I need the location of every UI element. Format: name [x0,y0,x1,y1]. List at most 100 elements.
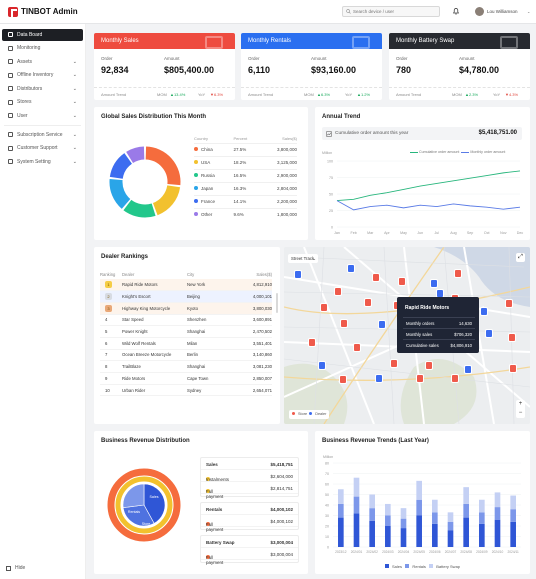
tooltip-label: Monthly orders [406,320,435,326]
sidebar-item-system-setting[interactable]: System Setting ⌄ [2,156,83,168]
cell-dealer: Rapid Ride Motors [122,279,187,292]
store-pin-icon[interactable] [390,359,398,368]
sidebar-item-distributors[interactable]: Distributors ⌄ [2,83,83,95]
ranking-row[interactable]: 2 Knight's Escort Beijing 4,000,101 [100,290,272,303]
store-pin-icon[interactable] [339,375,347,384]
bar-2 [369,494,375,509]
chevron-down-icon: ⌄ [72,145,77,151]
ranking-row[interactable]: 8 TrailBlaze Shanghai 3,081,230 [100,360,272,373]
sidebar-item-offline-inventory[interactable]: Offline Inventory ⌄ [2,69,83,81]
cell-sales: 4,812,910 [237,279,272,292]
dealer-pin-icon[interactable] [485,329,493,338]
bar-1 [494,507,501,520]
sidebar-item-data-board[interactable]: Data Board [2,28,83,41]
ranking-row[interactable]: 5 Power Knight Shanghai 2,470,502 [100,325,272,338]
tooltip-value: $4,806,910 [450,342,472,348]
legend-rentals: Rentals [412,564,426,569]
store-pin-icon[interactable] [372,273,380,282]
x-tick-label: Apr [384,231,390,235]
store-pin-icon[interactable] [416,374,424,383]
store-pin-icon[interactable] [398,277,406,286]
y-tick-label: 60 [325,482,329,486]
dealer-pin-icon[interactable] [375,374,383,383]
bell-icon[interactable] [452,7,460,15]
sidebar-item-assets[interactable]: Assets ⌄ [2,56,83,68]
y-tick-label: 40 [325,503,329,507]
map-mode-select[interactable]: Street Track ⌄ [288,254,318,263]
username[interactable]: Lou Williamson [487,9,518,14]
y-tick-label: 20 [325,524,329,528]
sales-donut-chart [109,146,181,218]
store-pin-icon[interactable] [340,319,348,328]
ranking-row[interactable]: 10 Urban Rider Sydney 2,654,071 [100,384,272,397]
top-bar: TINBOT Admin Lou Williamson ⌄ [0,0,536,24]
dealer-pin-icon[interactable] [347,264,355,273]
sales-slice-2 [123,199,156,218]
kpi-yoy-value: ▼4.3% [505,92,519,97]
ranking-row[interactable]: 1 Rapid Ride Motors New York 4,812,910 [100,279,272,292]
ranking-row[interactable]: 4 Star Speed Shenzhen 3,600,891 [100,314,272,327]
dealer-map[interactable]: Street Track ⌄ ⤢ + − Store Dealer [284,247,530,424]
dealer-pin-icon[interactable] [318,361,326,370]
store-pin-icon[interactable] [334,287,342,296]
dealer-pin-icon[interactable] [480,307,488,316]
store-pin-icon[interactable] [454,269,462,278]
kpi-amount-label: Amount [459,56,475,61]
store-pin-icon[interactable] [451,374,459,383]
kpi-yoy-value: ▲1.2% [357,92,371,97]
sidebar-item-subscription[interactable]: Subscription Service ⌄ [2,129,83,141]
cell-sales: 1,800,000 [259,207,297,221]
zoom-in-button[interactable]: + [518,401,523,407]
store-pin-icon[interactable] [425,361,433,370]
sales-slice-5 [126,146,145,164]
kpi-card-rentals: Monthly Rentals Order 6,110 Amount $93,1… [241,33,382,100]
x-tick-label: Feb [351,231,357,235]
sidebar-item-stores[interactable]: Stores ⌄ [2,96,83,108]
zoom-out-button[interactable]: − [518,410,523,416]
legend-dot-icon [194,212,198,217]
store-pin-icon[interactable] [353,343,361,352]
pie-label: Store [142,522,151,526]
bar-2 [447,512,454,522]
store-pin-icon[interactable] [508,333,516,342]
ranking-row[interactable]: 6 Wild Wolf Rentals Milan 3,551,401 [100,337,272,350]
avatar[interactable] [475,7,484,16]
bar-1 [447,521,454,531]
sidebar-item-customer-support[interactable]: Customer Support ⌄ [2,142,83,154]
store-pin-icon[interactable] [364,298,372,307]
sidebar-item-user[interactable]: User ⌄ [2,110,83,122]
logo[interactable]: TINBOT Admin [8,6,87,17]
hide-sidebar-button[interactable]: Hide [6,565,25,571]
cell-country: USA [194,155,234,169]
country-name: Japan [201,186,214,191]
bar-0 [338,517,344,547]
ranking-row[interactable]: 9 Ride Motors Cape Town 2,850,007 [100,372,272,385]
dashboard-icon [8,32,13,37]
dealer-pin-icon[interactable] [378,320,386,329]
store-pin-icon[interactable] [509,364,517,373]
store-pin-icon[interactable] [505,299,513,308]
search-input[interactable] [353,9,439,14]
search-box[interactable] [342,6,440,17]
dealer-pin-icon[interactable] [430,279,438,288]
kpi-footer: Amount Trend MOM ▲6.3% YoY ▲1.2% [241,87,382,100]
cell-rank: 9 [100,372,122,385]
store-pin-icon[interactable] [320,303,328,312]
fullscreen-icon[interactable]: ⤢ [516,253,525,262]
scrollbar[interactable] [276,293,278,313]
legend-dot-icon [194,186,198,190]
dealer-pin-icon[interactable] [464,365,472,374]
chevron-down-icon[interactable]: ⌄ [527,9,531,14]
x-tick-label: May [400,231,407,235]
sidebar-item-monitoring[interactable]: Monitoring [2,42,83,54]
row-label: Full payment [206,555,224,565]
cell-dealer: Star Speed [122,314,187,327]
bar-1 [385,515,391,526]
series-line-0 [336,170,521,202]
dealer-pin-icon[interactable] [294,270,302,279]
bar-1 [353,496,360,514]
sales-slice-3 [109,179,131,209]
store-pin-icon[interactable] [308,338,316,347]
ranking-row[interactable]: 3 Highway King Motorcycle Kyoto 3,800,030 [100,302,272,315]
ranking-row[interactable]: 7 Ocean Breeze Motorcycle Berlin 3,140,860 [100,349,272,362]
